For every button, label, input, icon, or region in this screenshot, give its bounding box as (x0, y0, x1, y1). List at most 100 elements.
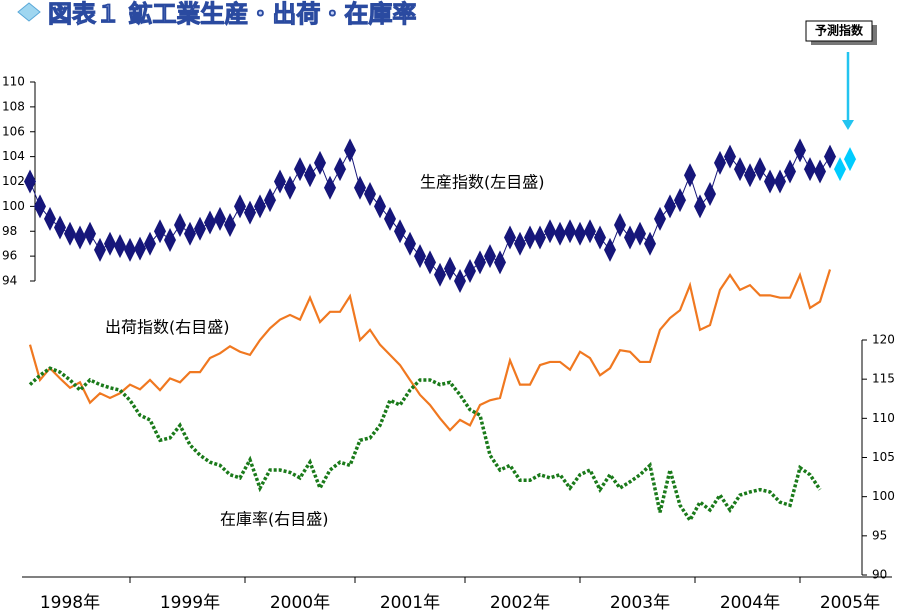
marker (244, 200, 256, 225)
marker (594, 225, 606, 250)
x-tick-label: 2001年 (380, 593, 440, 612)
marker (444, 256, 456, 281)
marker (774, 169, 786, 194)
y-tick-label: 108 (2, 99, 25, 113)
marker (194, 216, 206, 241)
marker (154, 219, 166, 244)
y-tick-label: 100 (2, 199, 25, 213)
marker (384, 206, 396, 231)
y2-tick-label: 120 (872, 333, 895, 347)
x-tick-label: 1999年 (160, 593, 220, 612)
series-label: 在庫率(右目盛) (220, 510, 329, 529)
marker (114, 234, 126, 259)
marker (404, 231, 416, 256)
marker (764, 169, 776, 194)
marker (314, 150, 326, 175)
marker (84, 221, 96, 246)
series-label: 出荷指数(右目盛) (105, 318, 230, 337)
marker (414, 244, 426, 269)
marker (534, 225, 546, 250)
marker (454, 269, 466, 293)
marker (824, 144, 836, 169)
forecast-label: 予測指数 (815, 23, 864, 38)
marker (504, 225, 516, 250)
x-tick-label: 2004年 (720, 593, 780, 612)
marker (514, 231, 526, 256)
x-tick-label: 2000年 (270, 593, 330, 612)
marker (704, 181, 716, 206)
marker (584, 219, 596, 244)
marker (214, 206, 226, 231)
marker (734, 157, 746, 182)
series-line (28, 269, 832, 432)
marker (574, 221, 586, 246)
marker (744, 163, 756, 188)
marker (104, 231, 116, 256)
marker (274, 169, 286, 194)
marker (614, 213, 626, 238)
marker (334, 157, 346, 182)
marker (284, 175, 296, 200)
marker (434, 262, 446, 287)
y2-tick-label: 90 (872, 568, 887, 582)
y2-tick-label: 110 (872, 411, 895, 425)
forecast-callout (805, 20, 877, 130)
y2-tick-label: 115 (872, 372, 895, 386)
marker (714, 150, 726, 175)
series-label: 生産指数(左目盛) (420, 173, 545, 192)
marker (94, 237, 106, 262)
marker (644, 231, 656, 256)
x-tick-label: 2003年 (610, 593, 670, 612)
y-tick-label: 98 (2, 224, 17, 238)
y-tick-label: 106 (2, 124, 25, 138)
marker (354, 175, 366, 200)
y-tick-label: 104 (2, 149, 25, 163)
marker (834, 157, 846, 182)
marker (324, 175, 336, 200)
marker (564, 219, 576, 244)
marker (554, 221, 566, 246)
marker (204, 210, 216, 235)
marker (344, 138, 356, 163)
y2-tick-label: 105 (872, 450, 895, 464)
chart-title: 図表１ 鉱工業生産・出荷・在庫率 (48, 0, 416, 28)
marker (794, 138, 806, 163)
marker (234, 194, 246, 219)
y2-tick-label: 100 (872, 489, 895, 503)
marker (394, 219, 406, 244)
marker (134, 236, 146, 261)
marker (74, 225, 86, 250)
marker (754, 157, 766, 182)
marker (224, 213, 236, 238)
marker (424, 250, 436, 275)
marker (474, 250, 486, 275)
y-tick-label: 102 (2, 174, 25, 188)
marker (304, 163, 316, 188)
y-tick-label: 110 (2, 75, 25, 89)
marker (674, 188, 686, 213)
marker (44, 206, 56, 231)
marker (144, 231, 156, 256)
marker (664, 194, 676, 219)
marker (294, 157, 306, 182)
marker (64, 221, 76, 246)
marker (184, 221, 196, 246)
marker (804, 157, 816, 182)
marker (34, 194, 46, 219)
marker (624, 225, 636, 250)
marker (544, 219, 556, 244)
marker (814, 159, 826, 184)
marker (724, 144, 736, 169)
marker (54, 215, 66, 240)
marker (254, 194, 266, 219)
x-tick-label: 1998年 (40, 593, 100, 612)
x-tick-label: 2002年 (490, 593, 550, 612)
marker (684, 163, 696, 188)
marker (164, 227, 176, 252)
series-line (28, 366, 822, 524)
marker (694, 194, 706, 219)
marker (264, 188, 276, 213)
marker (604, 237, 616, 262)
marker (654, 206, 666, 231)
